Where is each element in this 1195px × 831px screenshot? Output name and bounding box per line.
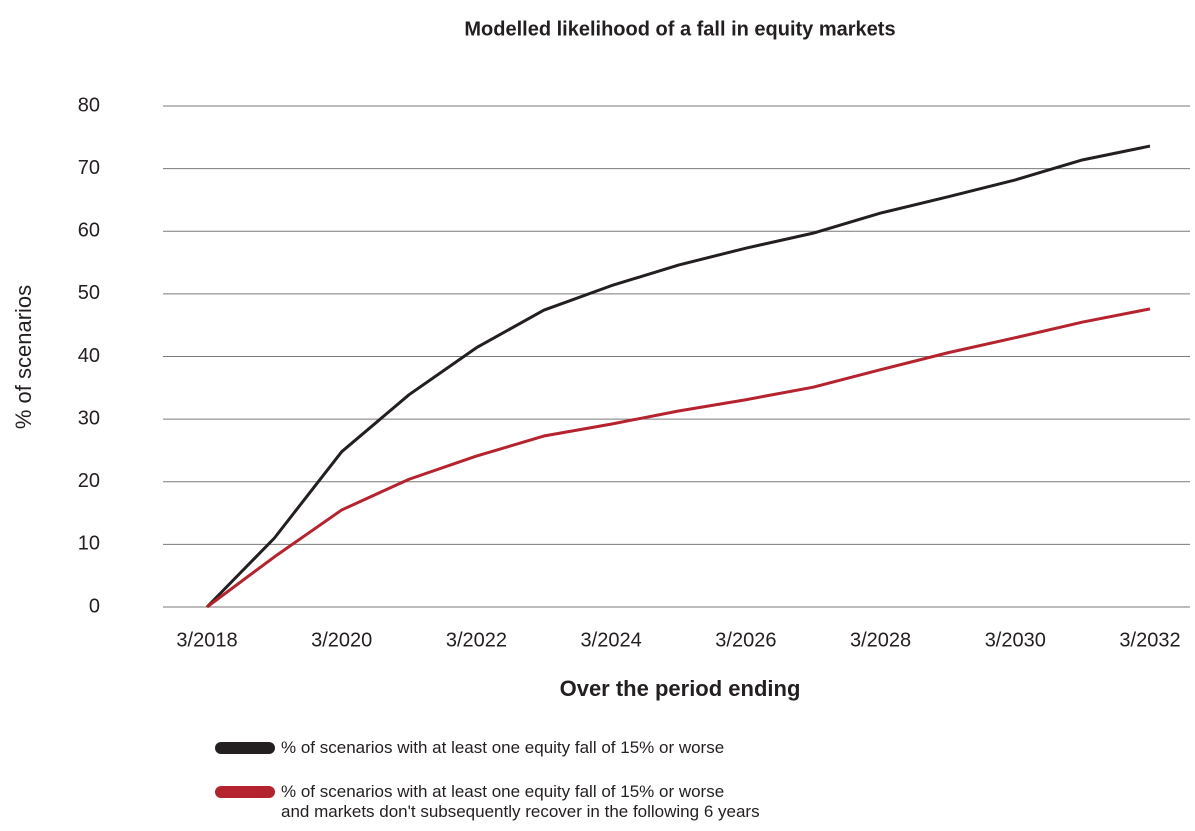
y-tick-label: 80 [78,94,100,116]
y-tick-label: 20 [78,470,100,492]
legend-swatch [215,742,275,754]
x-tick-label: 3/2028 [850,629,911,651]
y-tick-label: 10 [78,533,100,555]
x-tick-label: 3/2020 [311,629,372,651]
y-tick-label: 40 [78,345,100,367]
data-line [205,144,1151,609]
legend-item: % of scenarios with at least one equity … [215,738,724,758]
x-axis-title: Over the period ending [560,676,801,701]
chart: Modelled likelihood of a fall in equity … [11,18,1190,701]
data-line [206,307,1151,609]
legend-item: % of scenarios with at least one equity … [215,782,760,822]
x-tick-label: 3/2024 [581,629,642,651]
x-tick-label: 3/2030 [985,629,1046,651]
y-tick-label: 70 [78,157,100,179]
legend-label: % of scenarios with at least one equity … [281,782,760,821]
y-tick-label: 0 [89,595,100,617]
x-tick-label: 3/2032 [1119,629,1180,651]
y-tick-label: 60 [78,220,100,242]
chart-title: Modelled likelihood of a fall in equity … [464,18,895,40]
x-tick-label: 3/2026 [715,629,776,651]
legend-label: % of scenarios with at least one equity … [281,738,725,757]
y-axis-title: % of scenarios [11,285,36,429]
x-tick-label: 3/2022 [446,629,507,651]
y-tick-label: 50 [78,282,100,304]
legend-swatch [215,786,275,798]
y-tick-label: 30 [78,407,100,429]
x-tick-label: 3/2018 [176,629,237,651]
